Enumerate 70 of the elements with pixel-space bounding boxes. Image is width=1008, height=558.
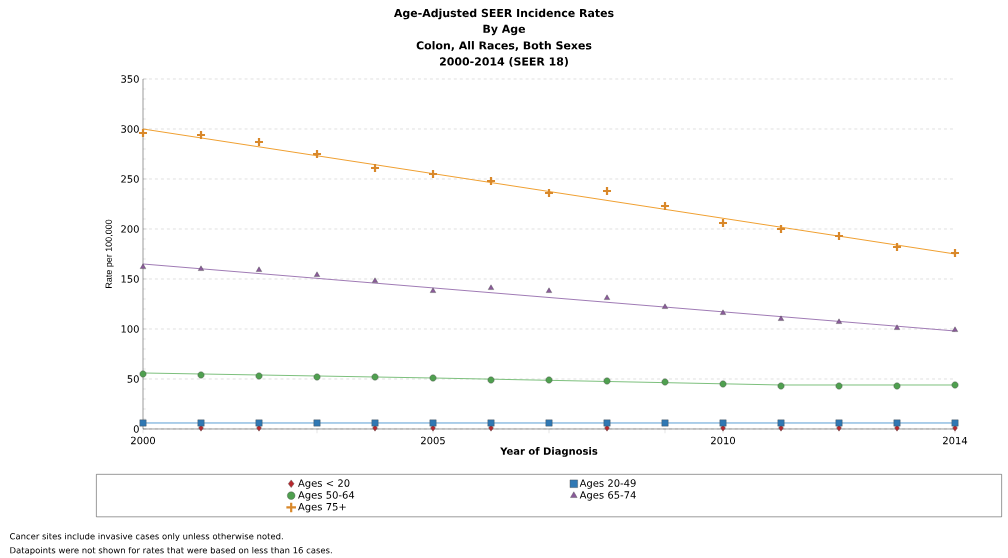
point bbox=[197, 419, 205, 427]
point bbox=[546, 287, 552, 293]
point bbox=[313, 373, 321, 381]
point bbox=[371, 373, 379, 381]
point bbox=[893, 419, 901, 427]
y-tick-label: 150 bbox=[121, 275, 139, 283]
point bbox=[951, 419, 959, 427]
x-tick-label: 2005 bbox=[421, 436, 445, 445]
point bbox=[372, 277, 378, 283]
y-tick-label: 350 bbox=[121, 75, 139, 83]
point bbox=[835, 382, 843, 390]
y-tick-label: 300 bbox=[121, 125, 139, 133]
point bbox=[603, 377, 611, 385]
point bbox=[719, 419, 727, 427]
point bbox=[313, 419, 321, 427]
legend-label: Ages 65-74 bbox=[579, 491, 636, 501]
point bbox=[139, 370, 147, 378]
point bbox=[488, 284, 494, 290]
point bbox=[836, 318, 842, 324]
point bbox=[835, 419, 843, 427]
point bbox=[429, 374, 437, 382]
point bbox=[371, 419, 379, 427]
point bbox=[256, 266, 262, 272]
point bbox=[140, 263, 146, 269]
point bbox=[487, 376, 495, 384]
y-tick-label: 100 bbox=[121, 325, 139, 333]
point bbox=[314, 271, 320, 277]
point bbox=[545, 419, 553, 427]
point bbox=[603, 419, 611, 427]
y-tick-label: 50 bbox=[127, 375, 139, 383]
x-axis-title: Year of Diagnosis bbox=[500, 447, 598, 457]
point bbox=[487, 419, 495, 427]
chart-title: Age-Adjusted SEER Incidence Rates bbox=[393, 8, 614, 20]
text: 2000-2014 (SEER 18) bbox=[439, 57, 568, 67]
point bbox=[951, 381, 959, 389]
point bbox=[197, 371, 205, 379]
legend-label: Ages < 20 bbox=[298, 479, 350, 489]
x-tick-label: 2014 bbox=[943, 436, 968, 445]
point bbox=[952, 326, 958, 332]
point bbox=[255, 372, 263, 380]
x-tick-label: 2000 bbox=[131, 436, 156, 445]
point bbox=[255, 419, 263, 427]
point bbox=[894, 324, 900, 330]
point bbox=[198, 265, 204, 271]
x-tick-label: 2010 bbox=[711, 436, 736, 445]
y-tick-label: 0 bbox=[133, 425, 139, 433]
point bbox=[662, 303, 668, 309]
point bbox=[719, 380, 727, 388]
legend-label: Ages 20-49 bbox=[579, 479, 636, 489]
point bbox=[604, 294, 610, 300]
point bbox=[720, 309, 726, 315]
point bbox=[545, 376, 553, 384]
point bbox=[661, 419, 669, 427]
text: Cancer sites include invasive cases only unless otherwise noted. bbox=[10, 532, 283, 542]
point bbox=[429, 419, 437, 427]
point bbox=[139, 419, 147, 427]
point bbox=[777, 382, 785, 390]
text: Datapoints were not shown for rates that were based on less than 16 cases. bbox=[10, 546, 332, 556]
text: Colon, All Races, Both Sexes bbox=[416, 41, 592, 51]
point bbox=[661, 378, 669, 386]
point bbox=[893, 382, 901, 390]
y-axis-title: Rate per 100,000 bbox=[105, 219, 114, 288]
point bbox=[430, 287, 436, 293]
point bbox=[777, 419, 785, 427]
y-tick-label: 250 bbox=[121, 175, 139, 183]
legend-label: Ages 50-64 bbox=[298, 491, 355, 501]
point bbox=[778, 315, 784, 321]
y-tick-label: 200 bbox=[121, 225, 139, 233]
chart-subtitle: By Age bbox=[483, 24, 526, 36]
legend-label: Ages 75+ bbox=[298, 503, 346, 513]
